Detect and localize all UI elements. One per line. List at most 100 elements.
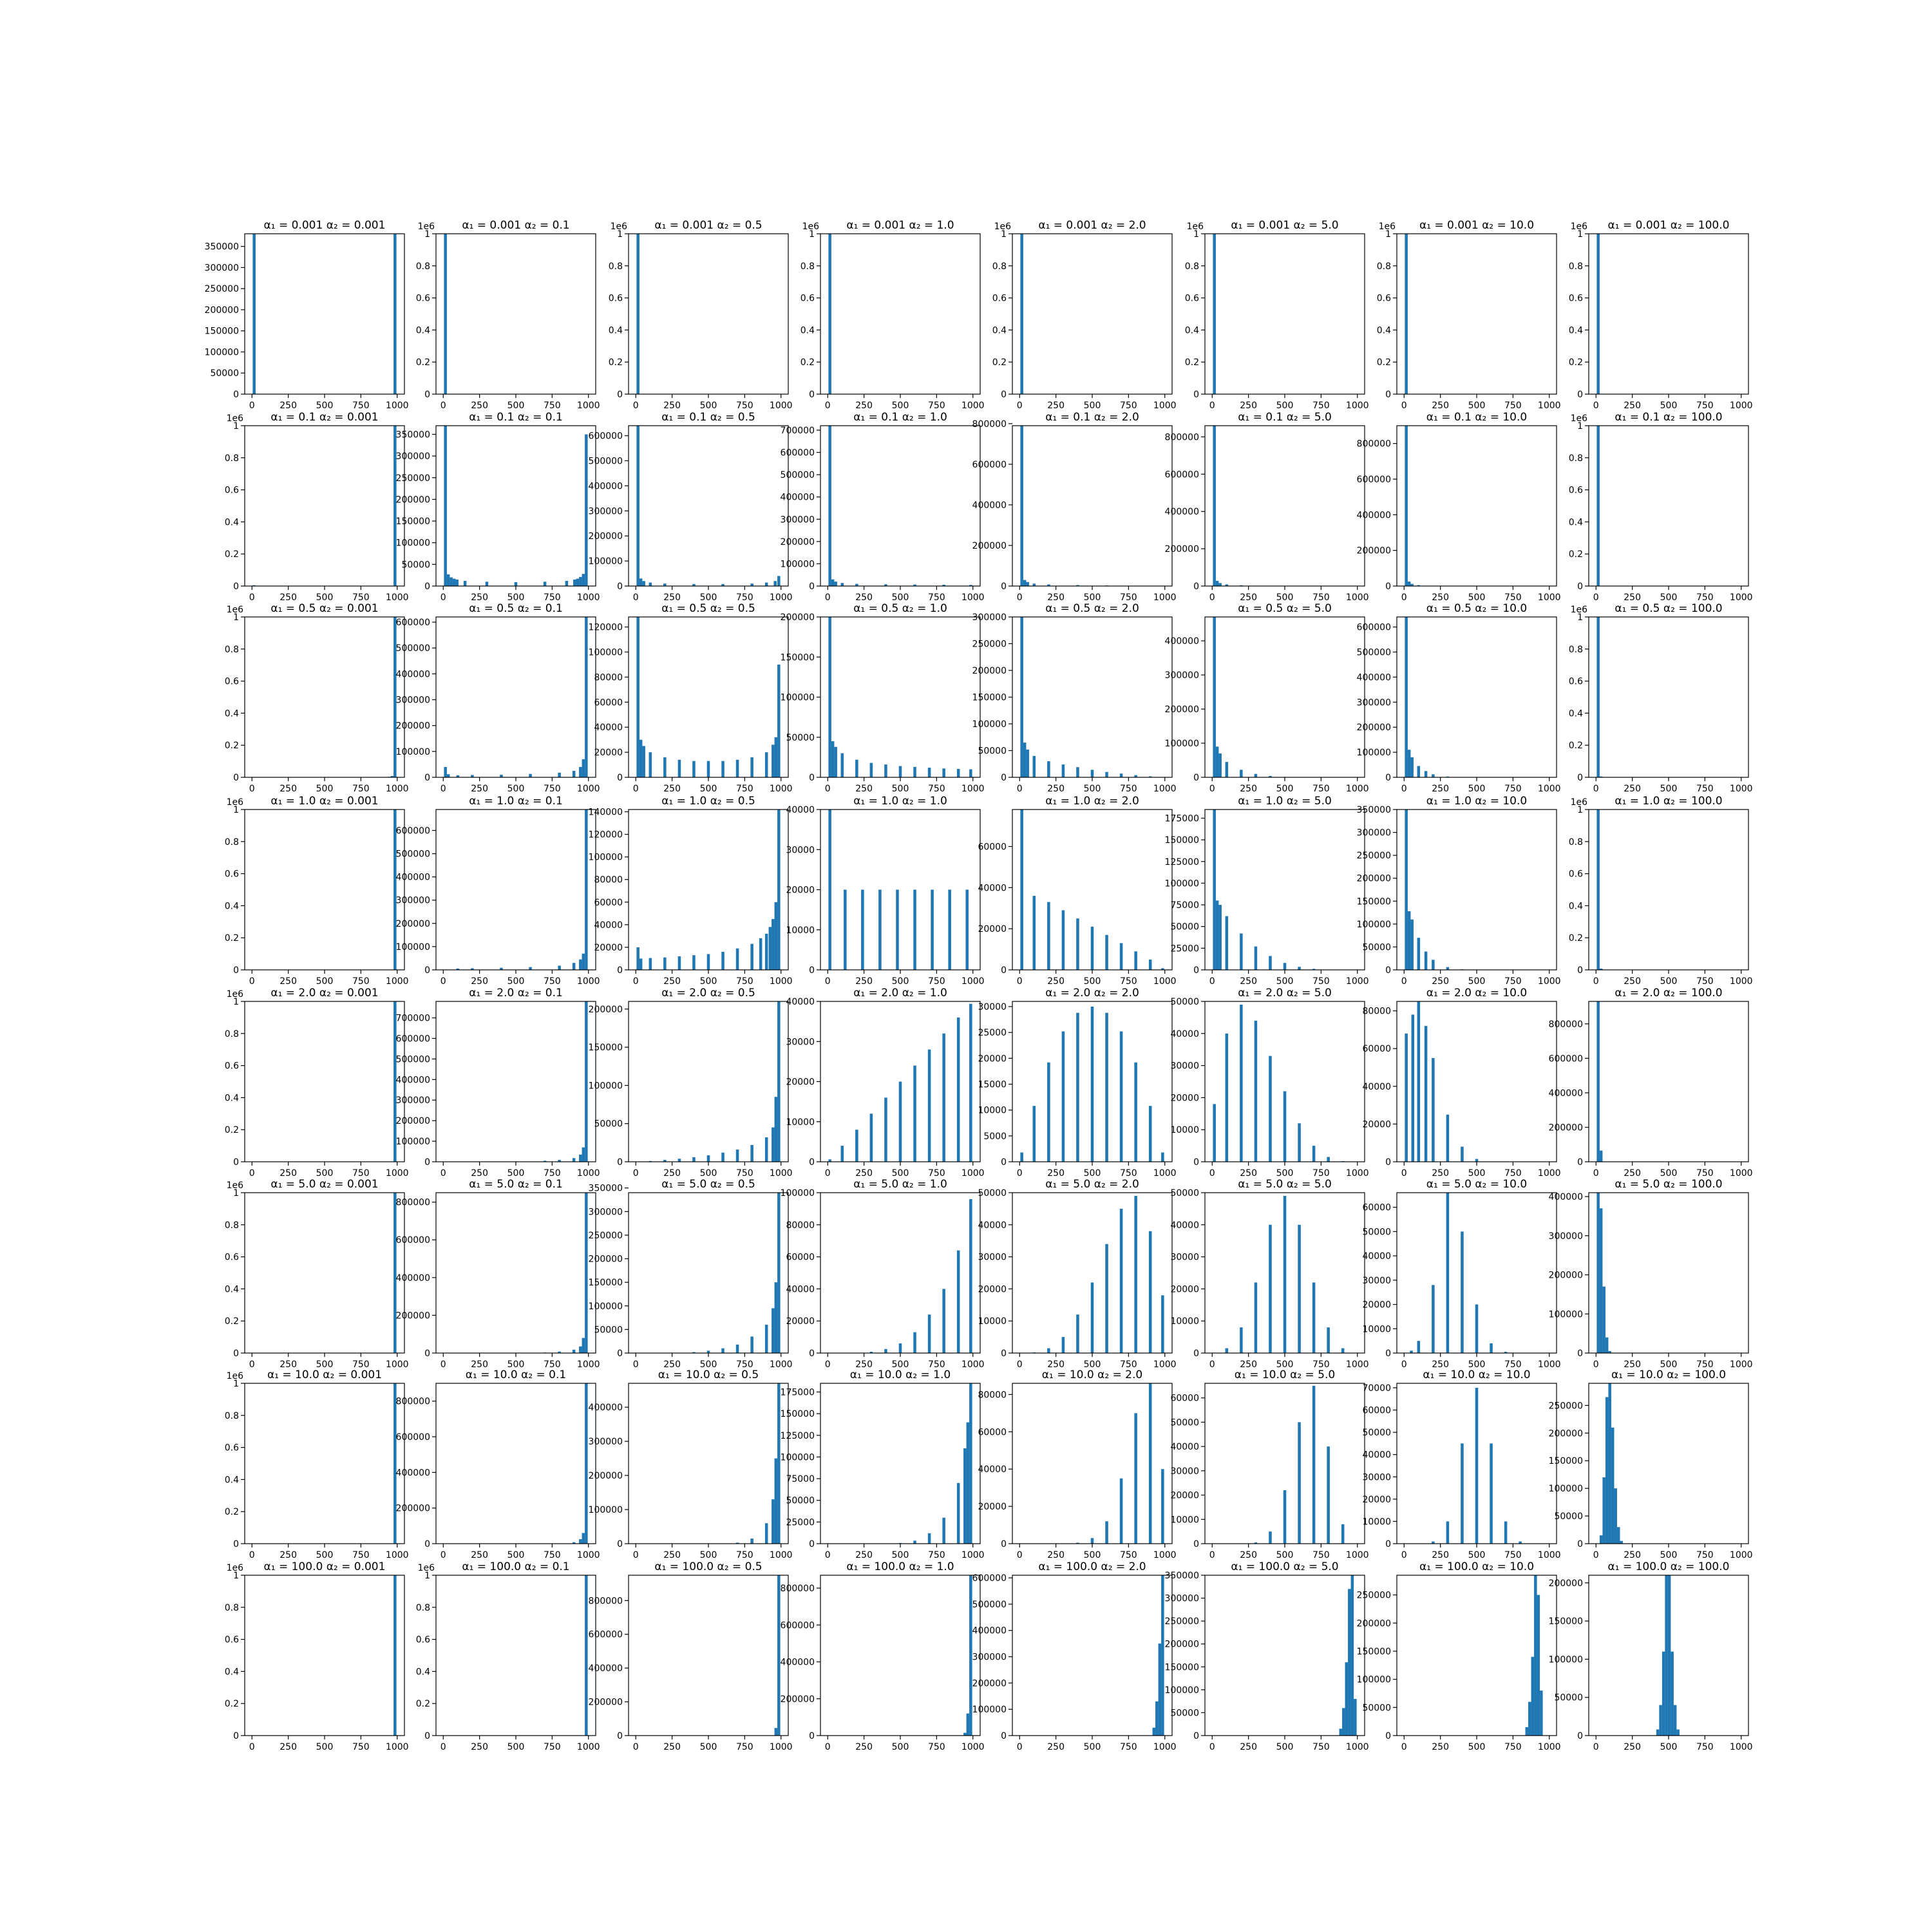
histogram-bar: [869, 1113, 873, 1162]
y-tick-label: 0: [424, 1349, 430, 1359]
histogram-bar: [579, 576, 582, 586]
axes-frame: [1588, 1192, 1749, 1354]
y-tick-label: 0: [1193, 1539, 1199, 1549]
subplot-3-1: 0 250 500 750 1000 0 100000 200000 300000 400000 5…: [396, 795, 600, 987]
x-tick-label: 1000: [386, 784, 409, 794]
x-tick-label: 0: [633, 976, 639, 987]
y-tick-label: 0.2: [1569, 549, 1583, 560]
x-tick-label: 250: [855, 1550, 873, 1560]
x-tick-label: 0: [633, 592, 639, 603]
x-tick-label: 500: [700, 592, 717, 603]
y-tick-label: 100000: [972, 1705, 1007, 1715]
histogram-bar: [884, 1349, 887, 1353]
y-tick-label: 40000: [1362, 1450, 1391, 1461]
histogram-bar: [965, 889, 969, 970]
y-tick-label: 150000: [972, 693, 1007, 703]
y-tick-label: 1: [233, 805, 239, 815]
y-tick-label: 0: [424, 1731, 430, 1741]
x-tick-label: 0: [1017, 784, 1023, 794]
histogram-bar: [1213, 234, 1216, 394]
x-tick-label: 500: [1084, 1742, 1101, 1752]
x-tick-label: 750: [1312, 401, 1330, 411]
y-tick-label: 1: [617, 229, 623, 240]
x-tick-label: 1000: [1730, 592, 1753, 603]
histogram-bar: [840, 583, 844, 586]
y-tick-label: 0: [233, 965, 239, 976]
histogram-bar: [529, 773, 532, 777]
x-tick-label: 0: [249, 1168, 255, 1179]
x-tick-label: 1000: [577, 1168, 600, 1179]
histogram-bar: [1152, 1727, 1156, 1736]
y-tick-label: 400000: [972, 500, 1007, 511]
x-tick-label: 250: [855, 592, 873, 603]
histogram-bar: [1076, 1012, 1079, 1162]
y-tick-label: 0.4: [1377, 325, 1391, 336]
histogram-bar: [942, 768, 945, 777]
subplot-title: α₁ = 0.5 α₂ = 10.0: [1426, 602, 1527, 615]
x-tick-label: 500: [892, 1168, 909, 1179]
y-tick-label: 200000: [1165, 705, 1199, 715]
histogram-bar: [692, 583, 696, 586]
x-tick-label: 250: [1240, 784, 1257, 794]
y-tick-label: 0: [424, 582, 430, 592]
histogram-bar: [677, 1159, 681, 1162]
histogram-bar: [1667, 1575, 1671, 1736]
x-tick-label: 0: [1401, 1168, 1407, 1179]
x-tick-label: 0: [1401, 784, 1407, 794]
x-tick-label: 1000: [1730, 1359, 1753, 1370]
x-tick-label: 0: [1593, 784, 1599, 794]
x-tick-label: 500: [1276, 1742, 1294, 1752]
axes-frame: [628, 425, 789, 587]
y-tick-label: 300000: [396, 896, 430, 906]
y-tick-label: 300000: [1165, 1594, 1199, 1604]
y-tick-label: 200000: [589, 531, 623, 542]
y-tick-label: 50000: [978, 1188, 1007, 1198]
y-tick-label: 10000: [1170, 1515, 1199, 1525]
y-tick-label: 0: [1001, 582, 1007, 592]
histogram-bar: [452, 578, 456, 586]
x-tick-label: 500: [1276, 1550, 1294, 1560]
histogram-bar: [576, 578, 580, 586]
y-offset-label: 1e6: [227, 413, 244, 424]
x-tick-label: 1000: [1153, 1742, 1177, 1752]
x-tick-label: 1000: [961, 1359, 985, 1370]
y-tick-label: 0.4: [225, 1284, 239, 1294]
y-tick-label: 100000: [781, 1188, 815, 1198]
y-tick-label: 0.6: [1569, 869, 1583, 880]
x-tick-label: 250: [279, 592, 297, 603]
subplot-3-6: 0 250 500 750 1000 0 50000 100000 150000 200000 25…: [1357, 795, 1561, 987]
y-tick-label: 600000: [396, 1034, 430, 1044]
x-tick-label: 500: [1660, 1550, 1678, 1560]
histogram-bar: [1528, 1701, 1531, 1736]
y-tick-label: 0.6: [225, 677, 239, 687]
y-tick-label: 300000: [972, 1653, 1007, 1663]
y-tick-label: 0.8: [225, 1220, 239, 1231]
x-tick-label: 0: [440, 1742, 446, 1752]
y-tick-label: 0: [1577, 1157, 1583, 1168]
y-tick-label: 0.6: [992, 294, 1007, 304]
y-tick-label: 400000: [1165, 636, 1199, 647]
y-tick-label: 0.6: [800, 294, 815, 304]
histogram-bar: [1405, 1033, 1408, 1162]
x-tick-label: 0: [1401, 976, 1407, 987]
histogram-bar: [764, 752, 768, 777]
histogram-bar: [639, 739, 643, 777]
histogram-bar: [956, 1482, 960, 1544]
subplot-1-2: 0 250 500 750 1000 0 100000 200000 300000 400000 5…: [589, 411, 793, 603]
y-tick-label: 300000: [589, 506, 623, 516]
axes-frame: [244, 1192, 405, 1354]
histogram-bar: [721, 1348, 724, 1353]
x-tick-label: 250: [855, 1359, 873, 1370]
histogram-bar: [1283, 1490, 1287, 1544]
subplot-title: α₁ = 5.0 α₂ = 5.0: [1238, 1178, 1332, 1191]
y-tick-label: 80000: [594, 672, 623, 683]
histogram-bar: [444, 234, 447, 394]
y-tick-label: 10000: [1362, 1324, 1391, 1334]
subplot-title: α₁ = 0.1 α₂ = 1.0: [853, 411, 947, 424]
subplot-6-2: 0 250 500 750 1000 0 100000 200000 300000 400000 α…: [589, 1368, 793, 1560]
x-tick-label: 750: [1696, 592, 1714, 603]
subplot-title: α₁ = 2.0 α₂ = 0.5: [661, 987, 755, 999]
x-tick-label: 500: [1468, 976, 1486, 987]
y-tick-label: 0: [809, 1731, 815, 1741]
